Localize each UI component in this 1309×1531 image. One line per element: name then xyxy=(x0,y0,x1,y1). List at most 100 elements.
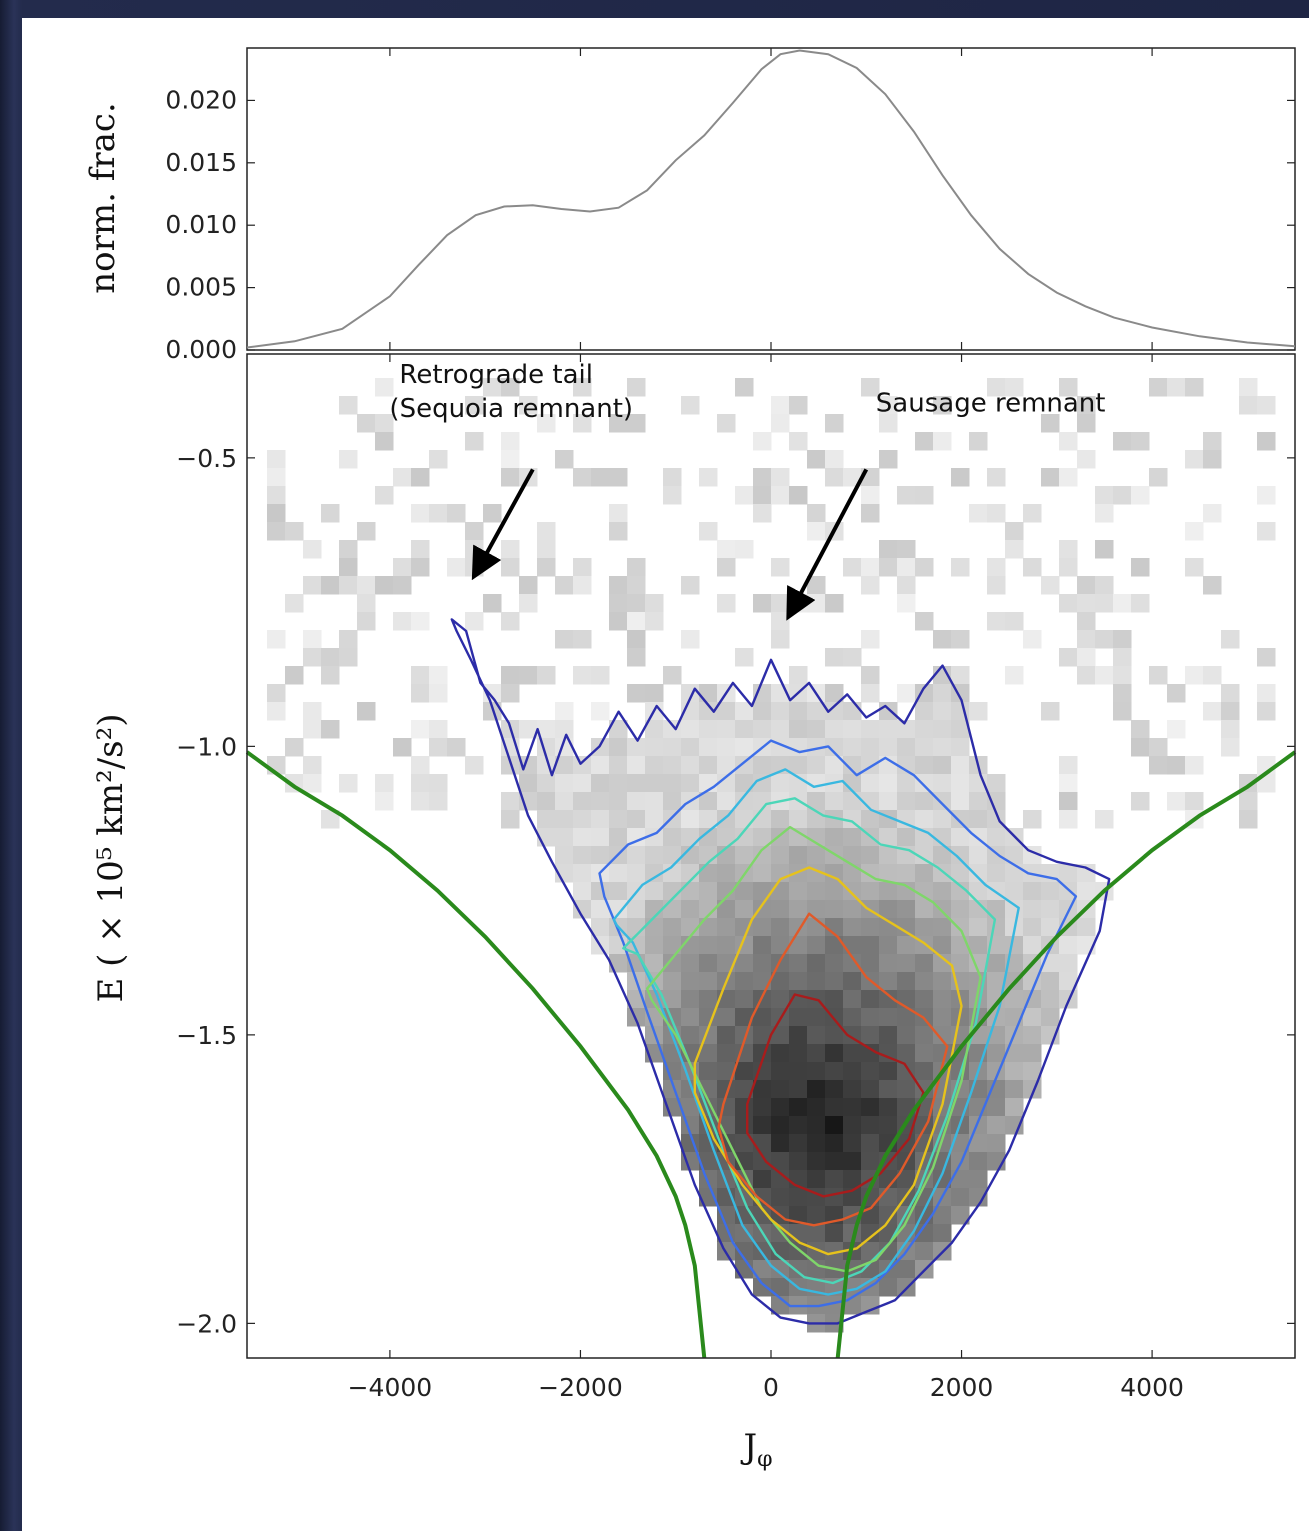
heatmap-cell xyxy=(969,882,988,901)
heatmap-cell xyxy=(267,522,286,541)
heatmap-cell xyxy=(807,1224,826,1243)
heatmap-cell xyxy=(627,774,646,793)
heatmap-cell xyxy=(699,1008,718,1027)
heatmap-cell xyxy=(933,630,952,649)
heatmap-cell xyxy=(861,486,880,505)
heatmap-cell xyxy=(321,648,340,667)
heatmap-cell xyxy=(753,954,772,973)
heatmap-cell xyxy=(501,666,520,685)
heatmap-cell xyxy=(771,1242,790,1261)
heatmap-cell xyxy=(717,558,736,577)
heatmap-cell xyxy=(879,396,898,415)
heatmap-cell xyxy=(483,504,502,523)
heatmap-cell xyxy=(879,882,898,901)
heatmap-cell xyxy=(771,1098,790,1117)
heatmap-cell xyxy=(519,666,538,685)
heatmap-cell xyxy=(501,432,520,451)
annotation-label-1-line2: (Sequoia remnant) xyxy=(389,394,633,424)
heatmap-cell xyxy=(537,558,556,577)
heatmap-cell xyxy=(1041,468,1060,487)
heatmap-cell xyxy=(717,414,736,433)
heatmap-cell xyxy=(879,1062,898,1081)
heatmap-cell xyxy=(537,774,556,793)
heatmap-cell xyxy=(987,792,1006,811)
heatmap-cell xyxy=(879,756,898,775)
heatmap-cell xyxy=(537,414,556,433)
heatmap-cell xyxy=(267,630,286,649)
heatmap-cell xyxy=(609,612,628,631)
kde-curve xyxy=(246,49,1296,349)
heatmap-cell xyxy=(591,810,610,829)
heatmap-cell xyxy=(267,468,286,487)
heatmap-cell xyxy=(987,1044,1006,1063)
energy-y-tick-label: −1.0 xyxy=(176,732,237,761)
heatmap-cell xyxy=(1077,576,1096,595)
heatmap-cell xyxy=(951,954,970,973)
heatmap-cell xyxy=(771,954,790,973)
heatmap-cell xyxy=(861,882,880,901)
heatmap-cell xyxy=(753,810,772,829)
heatmap-cell xyxy=(501,684,520,703)
heatmap-cell xyxy=(933,882,952,901)
energy-panel: −2.0 −1.5 −1.0 −0.5 −4000 −2000 0 2000 4000 Ret… xyxy=(91,353,1297,1472)
heatmap-cell xyxy=(555,828,574,847)
heatmap-cell xyxy=(663,756,682,775)
heatmap-cell xyxy=(627,594,646,613)
heatmap-cell xyxy=(843,900,862,919)
heatmap-cell xyxy=(825,1044,844,1063)
heatmap-cell xyxy=(339,396,358,415)
heatmap-cell xyxy=(699,990,718,1009)
heatmap-cell xyxy=(897,540,916,559)
heatmap-cell xyxy=(933,846,952,865)
heatmap-cell xyxy=(897,486,916,505)
heatmap-cell xyxy=(879,540,898,559)
heatmap-cell xyxy=(969,990,988,1009)
heatmap-cell xyxy=(537,540,556,559)
heatmap-cell xyxy=(627,900,646,919)
heatmap-cell xyxy=(879,1026,898,1045)
heatmap-cell xyxy=(681,954,700,973)
heatmap-cell xyxy=(753,1278,772,1297)
heatmap-cell xyxy=(825,1080,844,1099)
heatmap-cell xyxy=(1077,666,1096,685)
heatmap-cell xyxy=(915,900,934,919)
heatmap-cell xyxy=(879,1008,898,1027)
heatmap-cell xyxy=(771,1152,790,1171)
heatmap-cell xyxy=(807,720,826,739)
heatmap-cell xyxy=(933,1008,952,1027)
heatmap-cell xyxy=(1041,702,1060,721)
heatmap-cell xyxy=(447,558,466,577)
heatmap-cell xyxy=(807,882,826,901)
heatmap-cell xyxy=(681,972,700,991)
heatmap-cell xyxy=(789,666,808,685)
annotation-arrow-1 xyxy=(471,468,535,581)
heatmap-cell xyxy=(1239,810,1258,829)
heatmap-cell xyxy=(645,594,664,613)
heatmap-cell xyxy=(825,450,844,469)
heatmap-cell xyxy=(303,630,322,649)
heatmap-cell xyxy=(1059,792,1078,811)
heatmap-cell xyxy=(753,720,772,739)
contour-level-1 xyxy=(450,618,1111,1325)
heatmap-cell xyxy=(843,1152,862,1171)
heatmap-cell xyxy=(915,882,934,901)
heatmap-cell xyxy=(933,738,952,757)
annotations: Retrograde tail (Sequoia remnant) Sausage … xyxy=(389,360,1105,621)
heatmap-cell xyxy=(717,720,736,739)
heatmap-cell xyxy=(1095,630,1114,649)
heatmap-cell xyxy=(771,1080,790,1099)
heatmap-cell xyxy=(1077,918,1096,937)
heatmap-cell xyxy=(897,756,916,775)
heatmap-cell xyxy=(1149,738,1168,757)
contour-level-7 xyxy=(717,912,949,1227)
heatmap-cell xyxy=(951,828,970,847)
heatmap-cell xyxy=(681,828,700,847)
contour-level-5 xyxy=(645,825,982,1273)
heatmap-cell xyxy=(735,540,754,559)
heatmap-cell xyxy=(843,990,862,1009)
heatmap-cell xyxy=(429,450,448,469)
heatmap-cell xyxy=(1131,432,1150,451)
heatmap-cell xyxy=(735,1026,754,1045)
heatmap-cell xyxy=(897,594,916,613)
heatmap-cell xyxy=(807,1044,826,1063)
